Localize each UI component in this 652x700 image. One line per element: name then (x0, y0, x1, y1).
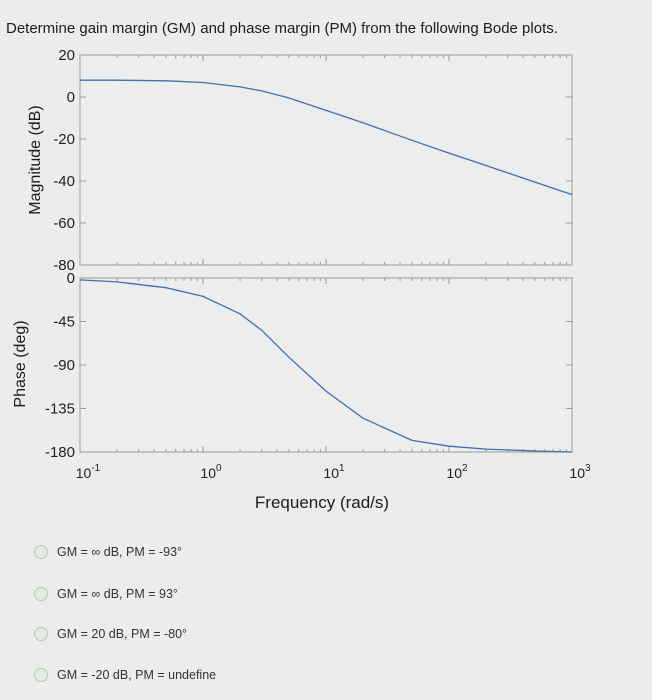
y-axis-label: Magnitude (dB) (27, 105, 44, 214)
y-tick-label: 0 (67, 89, 75, 106)
y-tick-label: -180 (45, 444, 75, 461)
radio-button[interactable] (34, 627, 48, 641)
y-tick-label: -40 (53, 173, 75, 190)
y-tick-label: -90 (53, 357, 75, 374)
y-tick-label: -45 (53, 314, 75, 331)
answer-option-label: GM = ∞ dB, PM = -93° (57, 545, 183, 559)
series-line (79, 279, 573, 453)
y-axis-label: Phase (deg) (12, 320, 29, 407)
plot-area (79, 54, 573, 266)
y-tick-label: -20 (53, 131, 75, 148)
x-tick-label: 102 (446, 463, 468, 481)
answer-option-label: GM = ∞ dB, PM = 93° (57, 587, 178, 601)
answer-option-label: GM = -20 dB, PM = undefine (57, 668, 217, 682)
y-tick-label: 0 (67, 270, 75, 287)
radio-button[interactable] (34, 668, 48, 682)
answer-option-2[interactable]: GM = ∞ dB, PM = 93° (34, 587, 178, 601)
radio-button[interactable] (34, 545, 48, 559)
x-tick-label: 101 (323, 463, 345, 481)
plot-area (79, 277, 573, 453)
x-tick-label: 10-1 (76, 463, 101, 481)
y-tick-label: -80 (53, 257, 75, 274)
radio-button[interactable] (34, 587, 48, 601)
answer-option-label: GM = 20 dB, PM = -80° (57, 627, 188, 641)
answer-option-1[interactable]: GM = ∞ dB, PM = -93° (34, 545, 182, 559)
x-tick-label: 103 (569, 463, 591, 481)
y-tick-label: 20 (58, 47, 75, 64)
x-axis-label: Frequency (rad/s) (255, 493, 389, 512)
series-line (80, 79, 573, 196)
y-tick-label: -60 (53, 215, 75, 232)
question-text: Determine gain margin (GM) and phase mar… (6, 20, 558, 37)
x-tick-label: 100 (200, 463, 222, 481)
answer-option-3[interactable]: GM = 20 dB, PM = -80° (34, 627, 187, 641)
y-tick-label: -135 (45, 401, 75, 418)
answer-option-4[interactable]: GM = -20 dB, PM = undefine (34, 668, 216, 682)
